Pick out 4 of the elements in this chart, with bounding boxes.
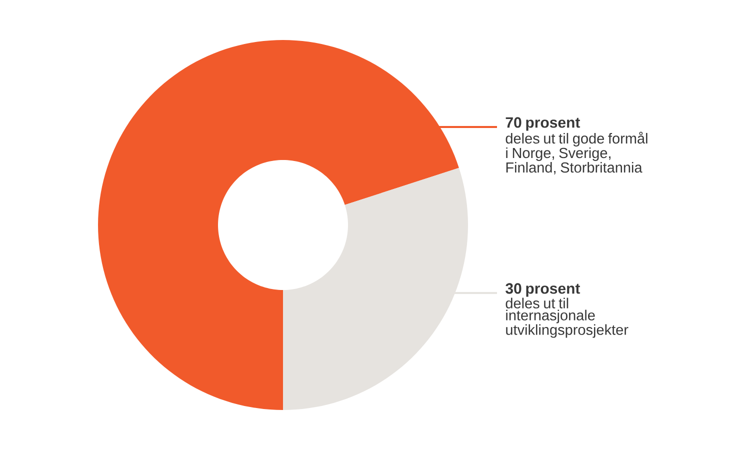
slice-label: deles ut til gode formål i Norge, Sverige, Finland, Storbritannia xyxy=(506,132,648,174)
data-label: 30 prosent xyxy=(506,283,580,297)
slice-label: deles ut til internasjonale utviklingsprosjekter xyxy=(506,298,628,338)
data-label: 70 prosent xyxy=(506,117,580,131)
